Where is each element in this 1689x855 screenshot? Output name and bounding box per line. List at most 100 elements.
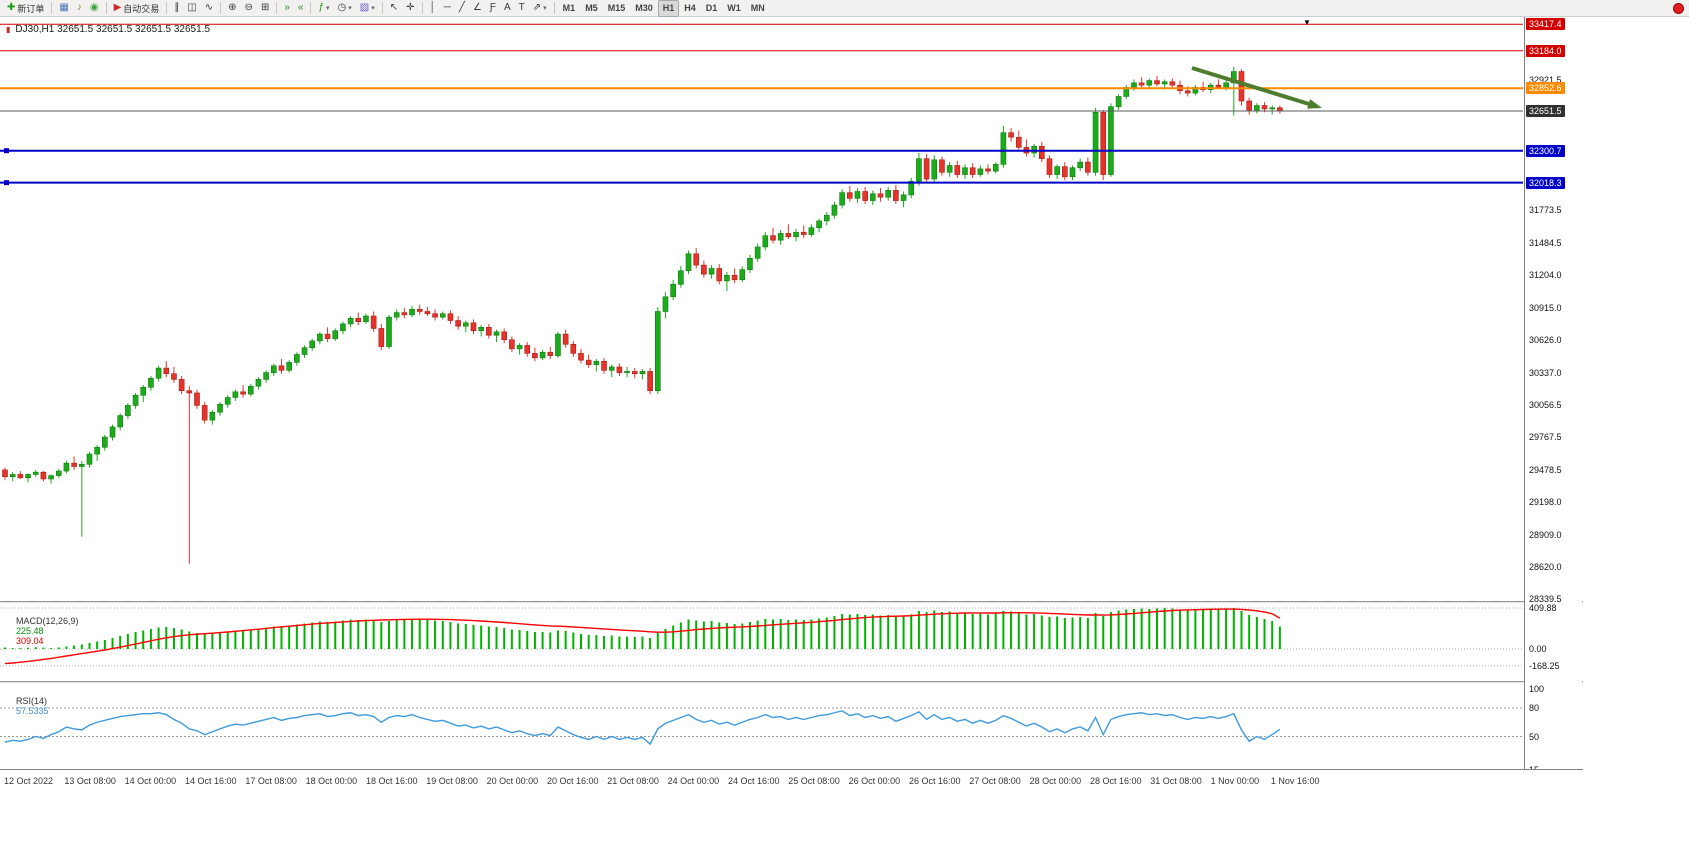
toolbar-separator [105, 2, 107, 14]
panel-divider[interactable] [0, 601, 1583, 602]
panel-divider-shadow [0, 602, 1583, 603]
axis-tick-label: 29478.5 [1529, 465, 1562, 476]
time-label: 13 Oct 08:00 [64, 776, 116, 786]
price-axis[interactable]: 32921.5 31773.5 31484.5 31204.0 30915.0 30626… [1524, 17, 1582, 775]
time-label: 14 Oct 16:00 [184, 776, 237, 786]
timeframe-m5[interactable]: M5 [585, 3, 598, 13]
trendline-icon[interactable]: ╱ [458, 2, 465, 13]
templates-icon[interactable]: ▧ ▾ [359, 2, 375, 13]
time-label: 27 Oct 08:00 [969, 776, 1021, 786]
macd-chart[interactable] [0, 603, 1523, 681]
price-badge: 32852.6 [1526, 82, 1565, 95]
text-label-icon[interactable]: T [518, 2, 525, 13]
market-watch-icon[interactable]: ▦ [59, 2, 69, 13]
toolbar-separator [51, 2, 53, 14]
price-badge: 32300.7 [1526, 144, 1565, 157]
timeframe-m1[interactable]: M1 [562, 3, 576, 13]
periods-icon[interactable]: ◷ ▾ [337, 2, 352, 13]
time-label: 24 Oct 16:00 [727, 776, 780, 786]
time-label: 31 Oct 08:00 [1150, 776, 1202, 786]
connection-status-icon [1673, 3, 1684, 14]
panel-divider[interactable] [0, 681, 1583, 682]
axis-tick-label: 29198.0 [1529, 496, 1562, 507]
time-axis[interactable]: 12 Oct 2022 13 Oct 08:00 14 Oct 00:00 14 Oc… [0, 769, 1583, 796]
timeframe-d1[interactable]: D1 [705, 3, 718, 13]
time-label: 1 Nov 16:00 [1270, 776, 1320, 786]
time-label: 18 Oct 00:00 [305, 776, 358, 786]
macd-value: 225.48 [16, 626, 44, 636]
time-label: 1 Nov 00:00 [1210, 776, 1260, 786]
timeframe-m15[interactable]: M15 [607, 3, 626, 13]
axis-tick-label: -168.25 [1529, 660, 1560, 671]
chart-shift-icon[interactable]: « [297, 2, 304, 13]
sound-icon[interactable]: ♪ [76, 2, 82, 13]
axis-tick-label: 30915.0 [1529, 302, 1562, 313]
rsi-name: RSI(14) [16, 696, 48, 706]
fibonacci-icon[interactable]: Ƒ [489, 2, 496, 13]
timeframe-mn[interactable]: MN [750, 3, 765, 13]
price-chart[interactable] [0, 17, 1523, 601]
time-label: 21 Oct 08:00 [607, 776, 659, 786]
time-label: 20 Oct 00:00 [486, 776, 539, 786]
axis-tick-label: 80 [1529, 703, 1540, 713]
rsi-label: RSI(14) 57.5335 [6, 686, 49, 726]
price-badge: 33417.4 [1526, 18, 1565, 31]
axis-tick-label: 0.00 [1529, 644, 1547, 654]
last-bar-marker[interactable]: ▼ [1303, 18, 1311, 27]
signal-icon[interactable]: ◉ [89, 2, 99, 13]
toolbar-separator [166, 2, 168, 14]
axis-tick-label: 28339.5 [1529, 593, 1562, 604]
zoom-out-icon[interactable]: ⊖ [244, 2, 253, 13]
rsi-chart[interactable] [0, 683, 1523, 769]
timeframe-m30[interactable]: M30 [635, 3, 653, 13]
axis-tick-label: 100 [1529, 684, 1545, 694]
candlestick-chart-icon[interactable]: ◫ [187, 2, 197, 13]
time-label: 26 Oct 00:00 [848, 776, 901, 786]
axis-tick-label: 28620.0 [1529, 562, 1562, 573]
bar-chart-icon[interactable]: ∥ [174, 2, 180, 13]
price-badge: 32018.3 [1526, 176, 1565, 189]
toolbar-separator [276, 2, 278, 14]
axis-tick-label: 50 [1529, 731, 1540, 742]
time-label: 26 Oct 16:00 [908, 776, 961, 786]
time-label: 25 Oct 08:00 [788, 776, 840, 786]
axis-tick-label: 31204.0 [1529, 269, 1562, 280]
time-label: 19 Oct 08:00 [426, 776, 478, 786]
time-label: 14 Oct 00:00 [124, 776, 177, 786]
main-toolbar: ✚ 新订单 ▦ ♪ ◉ ▶ 自动交易 ∥ ◫ ∿ ⊕ ⊖ ⊞ » « ƒ ▾ ◷ ▾ ▧ ▾ ↖ ✛ │ ─ ╱ ∠ Ƒ A T ⇗ ▾ M1 M… [0, 0, 1689, 17]
time-label: 17 Oct 08:00 [245, 776, 297, 786]
crosshair-icon[interactable]: ✛ [406, 2, 415, 13]
timeframe-h4[interactable]: H4 [684, 3, 696, 13]
macd-signal-value: 309.04 [16, 636, 44, 646]
axis-tick-label: 29767.5 [1529, 432, 1562, 443]
toolbar-separator [381, 2, 383, 14]
timeframe-w1[interactable]: W1 [727, 3, 741, 13]
arrows-icon[interactable]: ⇗ ▾ [532, 2, 547, 13]
panel-divider-shadow [0, 682, 1583, 683]
indicators-icon[interactable]: ƒ ▾ [318, 2, 330, 13]
rsi-value: 57.5335 [16, 706, 49, 716]
axis-tick-label: 409.88 [1529, 603, 1557, 613]
price-badge: 33184.0 [1526, 44, 1565, 57]
auto-scroll-icon[interactable]: » [284, 2, 290, 13]
toolbar-separator [310, 2, 312, 14]
axis-tick-label: 32921.5 [1529, 75, 1562, 86]
channel-icon[interactable]: ∠ [472, 2, 482, 13]
time-label: 20 Oct 16:00 [546, 776, 599, 786]
new-order-button[interactable]: ✚ 新订单 [7, 2, 45, 14]
toolbar-separator [421, 2, 423, 14]
tile-windows-icon[interactable]: ⊞ [260, 2, 270, 13]
axis-tick-label: 31484.5 [1529, 238, 1562, 249]
text-icon[interactable]: A [503, 2, 511, 13]
macd-name: MACD(12,26,9) [16, 616, 79, 626]
time-label: 28 Oct 16:00 [1089, 776, 1142, 786]
toolbar-separator [220, 2, 222, 14]
auto-trading-button[interactable]: ▶ 自动交易 [113, 2, 160, 14]
zoom-in-icon[interactable]: ⊕ [228, 2, 237, 13]
horizontal-line-icon[interactable]: ─ [443, 2, 451, 13]
timeframe-h1[interactable]: H1 [657, 0, 680, 17]
line-chart-icon[interactable]: ∿ [204, 2, 214, 13]
cursor-icon[interactable]: ↖ [389, 2, 399, 13]
vertical-line-icon[interactable]: │ [429, 2, 436, 13]
